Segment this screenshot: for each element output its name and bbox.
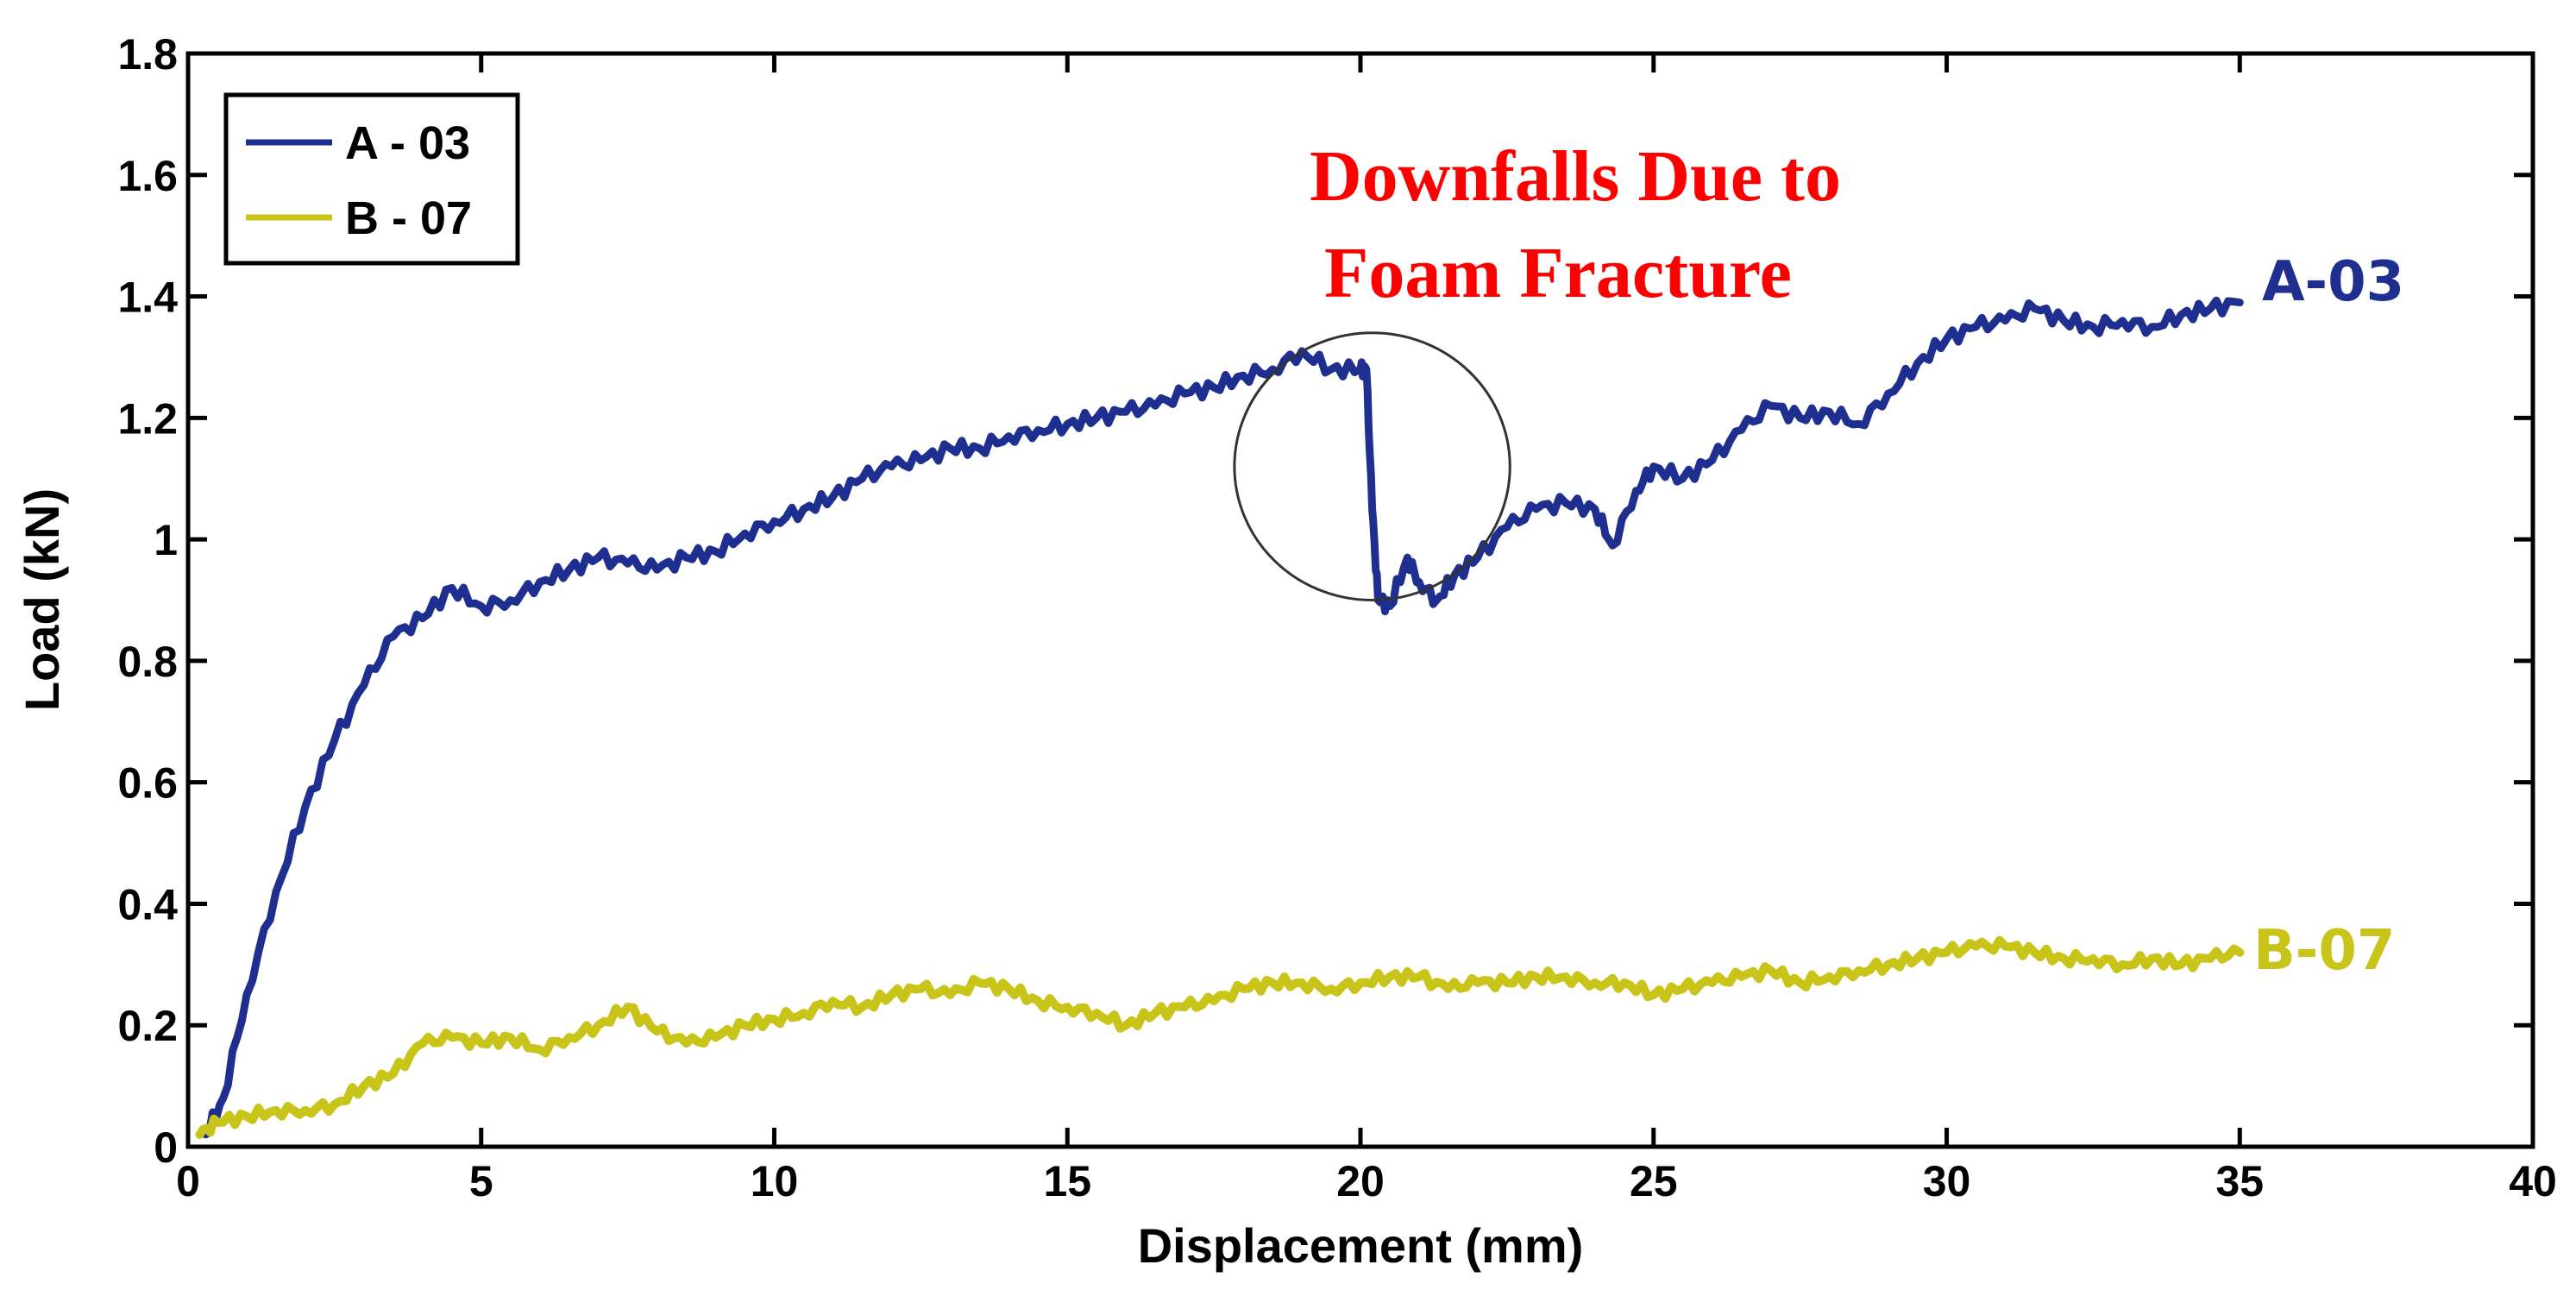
- x-tick-label: 10: [751, 1157, 799, 1205]
- annotation-layer: Downfalls Due to Foam Fracture: [1233, 136, 1841, 602]
- annotation-text-line-1: Downfalls Due to: [1310, 136, 1841, 217]
- x-tick-label: 35: [2215, 1157, 2264, 1205]
- y-tick-label: 1.8: [117, 30, 178, 79]
- y-tick-label: 1.4: [117, 274, 178, 322]
- legend: A - 03 B - 07: [223, 92, 520, 266]
- annotation-text-line-2: Foam Fracture: [1324, 233, 1792, 313]
- y-tick-label: 0.8: [117, 638, 178, 686]
- legend-label-a-03: A - 03: [345, 117, 470, 169]
- x-tick-label: 5: [469, 1157, 493, 1205]
- x-tick-label: 15: [1043, 1157, 1091, 1205]
- x-axis-ticks: 0 5 10 15 20 25 30 35 40: [176, 53, 2557, 1205]
- series-end-label-a-03: A-03: [2262, 250, 2404, 314]
- y-tick-label: 0.4: [117, 880, 178, 928]
- x-tick-label: 40: [2509, 1157, 2557, 1205]
- x-tick-label: 20: [1336, 1157, 1385, 1205]
- y-tick-label: 1.6: [117, 152, 178, 200]
- x-tick-label: 25: [1630, 1157, 1678, 1205]
- series-end-label-b-07: B-07: [2253, 919, 2395, 983]
- fracture-circle-marker: [1233, 331, 1511, 602]
- y-tick-label: 1: [154, 516, 178, 564]
- y-tick-label: 0.6: [117, 759, 178, 808]
- y-tick-label: 0.2: [117, 1002, 178, 1050]
- x-axis-label: Displacement (mm): [1138, 1218, 1584, 1273]
- x-tick-label: 0: [176, 1157, 200, 1205]
- legend-label-b-07: B - 07: [345, 192, 472, 244]
- series-line-b-07: [195, 935, 2245, 1139]
- y-tick-label: 1.2: [117, 394, 178, 443]
- legend-box: [223, 92, 520, 266]
- y-axis-label: Load (kN): [15, 488, 69, 711]
- y-axis-ticks: 0 0.2 0.4 0.6 0.8 1 1.2 1.4 1.6 1.8: [117, 30, 2533, 1172]
- x-tick-label: 30: [1923, 1157, 1971, 1205]
- y-tick-label: 0: [154, 1123, 178, 1172]
